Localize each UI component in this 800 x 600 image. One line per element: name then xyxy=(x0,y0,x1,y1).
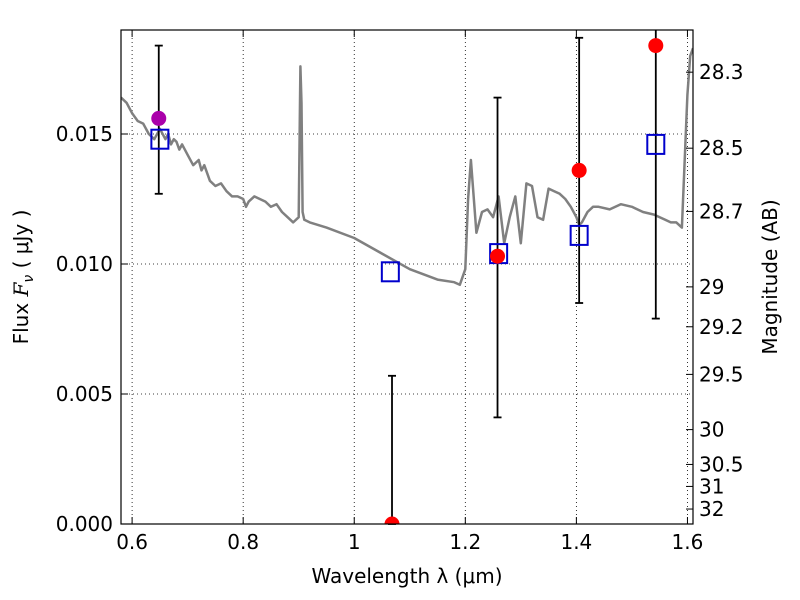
y-axis-label: Flux Fν ( μJy ) xyxy=(9,210,37,345)
observed-flux-point xyxy=(648,38,664,54)
y2-tick-label: 28.5 xyxy=(699,136,744,160)
y-tick-label: 0.000 xyxy=(56,512,113,536)
y-axis-label-subscript: ν xyxy=(21,275,37,283)
x-tick-label: 1.2 xyxy=(449,530,481,554)
x-axis-label: Wavelength λ (μm) xyxy=(311,564,502,588)
observed-flux-point xyxy=(384,516,400,524)
y-axis-label-symbol: F xyxy=(9,281,33,297)
y2-tick-label: 29 xyxy=(699,275,724,299)
y2-tick-label: 31 xyxy=(699,474,724,498)
observed-flux-point xyxy=(571,162,587,178)
y-axis-label-prefix: Flux xyxy=(9,296,33,344)
x-tick-label: 0.8 xyxy=(227,530,259,554)
observed-flux-point xyxy=(151,110,167,126)
model-photometry-point xyxy=(569,224,589,246)
x-tick-label: 1.4 xyxy=(560,530,592,554)
y2-tick-label: 32 xyxy=(699,497,724,521)
y2-tick-label: 30 xyxy=(699,418,724,442)
model-photometry-point xyxy=(646,133,666,155)
observed-flux-point xyxy=(490,248,506,264)
x-tick-label: 1 xyxy=(348,530,361,554)
y-axis-label-suffix: ( μJy ) xyxy=(9,210,33,275)
y-tick-label: 0.010 xyxy=(56,252,113,276)
y-tick-label: 0.015 xyxy=(56,122,113,146)
model-photometry-point xyxy=(380,261,400,283)
y2-tick-label: 29.5 xyxy=(699,362,744,386)
x-tick-label: 1.6 xyxy=(672,530,704,554)
grid-lines xyxy=(121,30,693,524)
y-tick-label: 0.005 xyxy=(56,382,113,406)
axis-ticks: 0.6 0.8 1 1.2 1.4 1.6 0.000 0.005 0.010 0.015 28.3… xyxy=(56,30,744,554)
model-spectrum-line xyxy=(121,47,693,287)
x-tick-label: 0.6 xyxy=(116,530,148,554)
plot-area xyxy=(121,30,693,525)
y2-tick-label: 29.2 xyxy=(699,315,744,339)
y2-axis-label: Magnitude (AB) xyxy=(758,199,782,354)
plot-frame xyxy=(120,29,694,525)
model-photometry-point xyxy=(150,128,170,150)
y2-tick-label: 28.7 xyxy=(699,199,744,223)
y2-tick-label: 28.3 xyxy=(699,60,744,84)
y2-tick-label: 30.5 xyxy=(699,452,744,476)
